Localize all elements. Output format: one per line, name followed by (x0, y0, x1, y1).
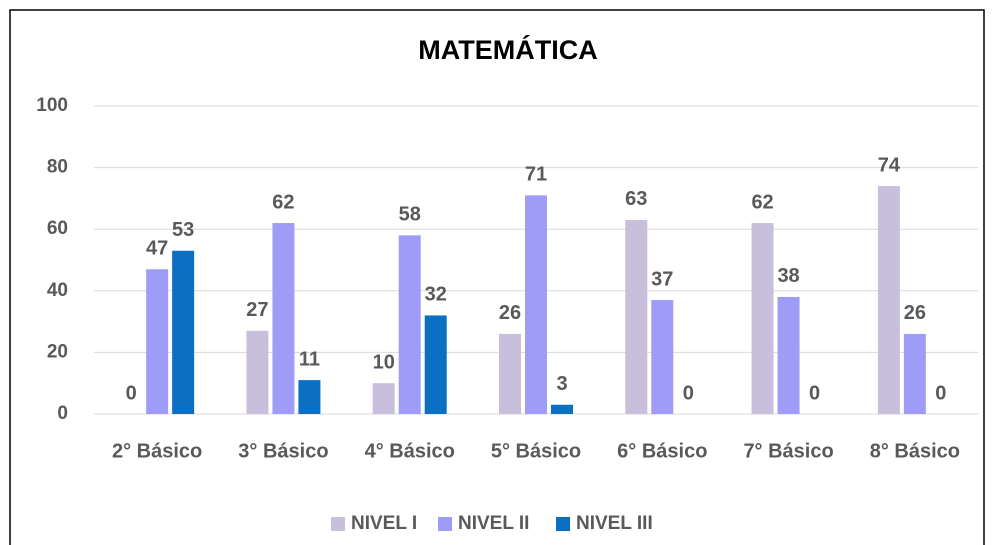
bar (424, 315, 447, 414)
bar (751, 223, 774, 414)
data-label: 3 (556, 373, 567, 395)
data-label: 26 (499, 302, 521, 324)
bar (903, 333, 926, 414)
x-tick-label: 2° Básico (112, 440, 202, 462)
data-label: 63 (625, 188, 647, 210)
bar (298, 380, 321, 414)
data-label: 71 (525, 164, 547, 186)
x-tick-label: 8° Básico (870, 440, 960, 462)
y-tick-label: 40 (47, 280, 68, 301)
data-label: 62 (751, 191, 773, 213)
legend-swatch (438, 517, 452, 531)
legend-label: NIVEL I (351, 513, 417, 534)
y-tick-label: 80 (47, 157, 68, 178)
legend-label: NIVEL II (458, 513, 529, 534)
data-label: 32 (425, 284, 447, 306)
y-tick-label: 20 (47, 341, 68, 362)
bar (777, 296, 800, 414)
data-label: 10 (373, 351, 395, 373)
bar (625, 219, 648, 414)
bar (146, 269, 169, 414)
bar (525, 195, 547, 414)
bar (651, 300, 674, 414)
bar (499, 333, 521, 414)
bar (272, 223, 295, 414)
chart-title: MATEMÁTICA (418, 34, 597, 65)
data-label: 53 (172, 219, 194, 241)
data-label: 74 (878, 154, 901, 176)
x-tick-label: 4° Básico (365, 440, 455, 462)
legend-swatch (331, 517, 345, 531)
bar (398, 235, 421, 414)
data-label: 58 (399, 204, 421, 226)
bar (372, 383, 395, 414)
bar (551, 404, 573, 414)
x-tick-label: 7° Básico (743, 440, 833, 462)
y-tick-label: 0 (57, 403, 68, 424)
bar (246, 330, 269, 414)
data-label: 47 (146, 238, 168, 260)
data-label: 11 (299, 348, 320, 370)
data-label: 0 (683, 382, 694, 404)
y-tick-label: 100 (36, 95, 68, 116)
x-tick-label: 6° Básico (617, 440, 707, 462)
data-label: 0 (935, 382, 946, 404)
legend-swatch (556, 517, 570, 531)
x-tick-label: 3° Básico (238, 440, 328, 462)
data-label: 27 (246, 299, 268, 321)
bar (877, 186, 900, 414)
x-tick-label: 5° Básico (491, 440, 581, 462)
data-label: 0 (126, 382, 137, 404)
y-tick-label: 60 (47, 218, 68, 239)
legend-label: NIVEL III (576, 513, 653, 534)
bar (172, 250, 195, 414)
data-label: 26 (904, 302, 926, 324)
data-label: 37 (651, 268, 673, 290)
data-label: 62 (272, 191, 294, 213)
data-label: 0 (809, 382, 820, 404)
data-label: 38 (777, 265, 799, 287)
